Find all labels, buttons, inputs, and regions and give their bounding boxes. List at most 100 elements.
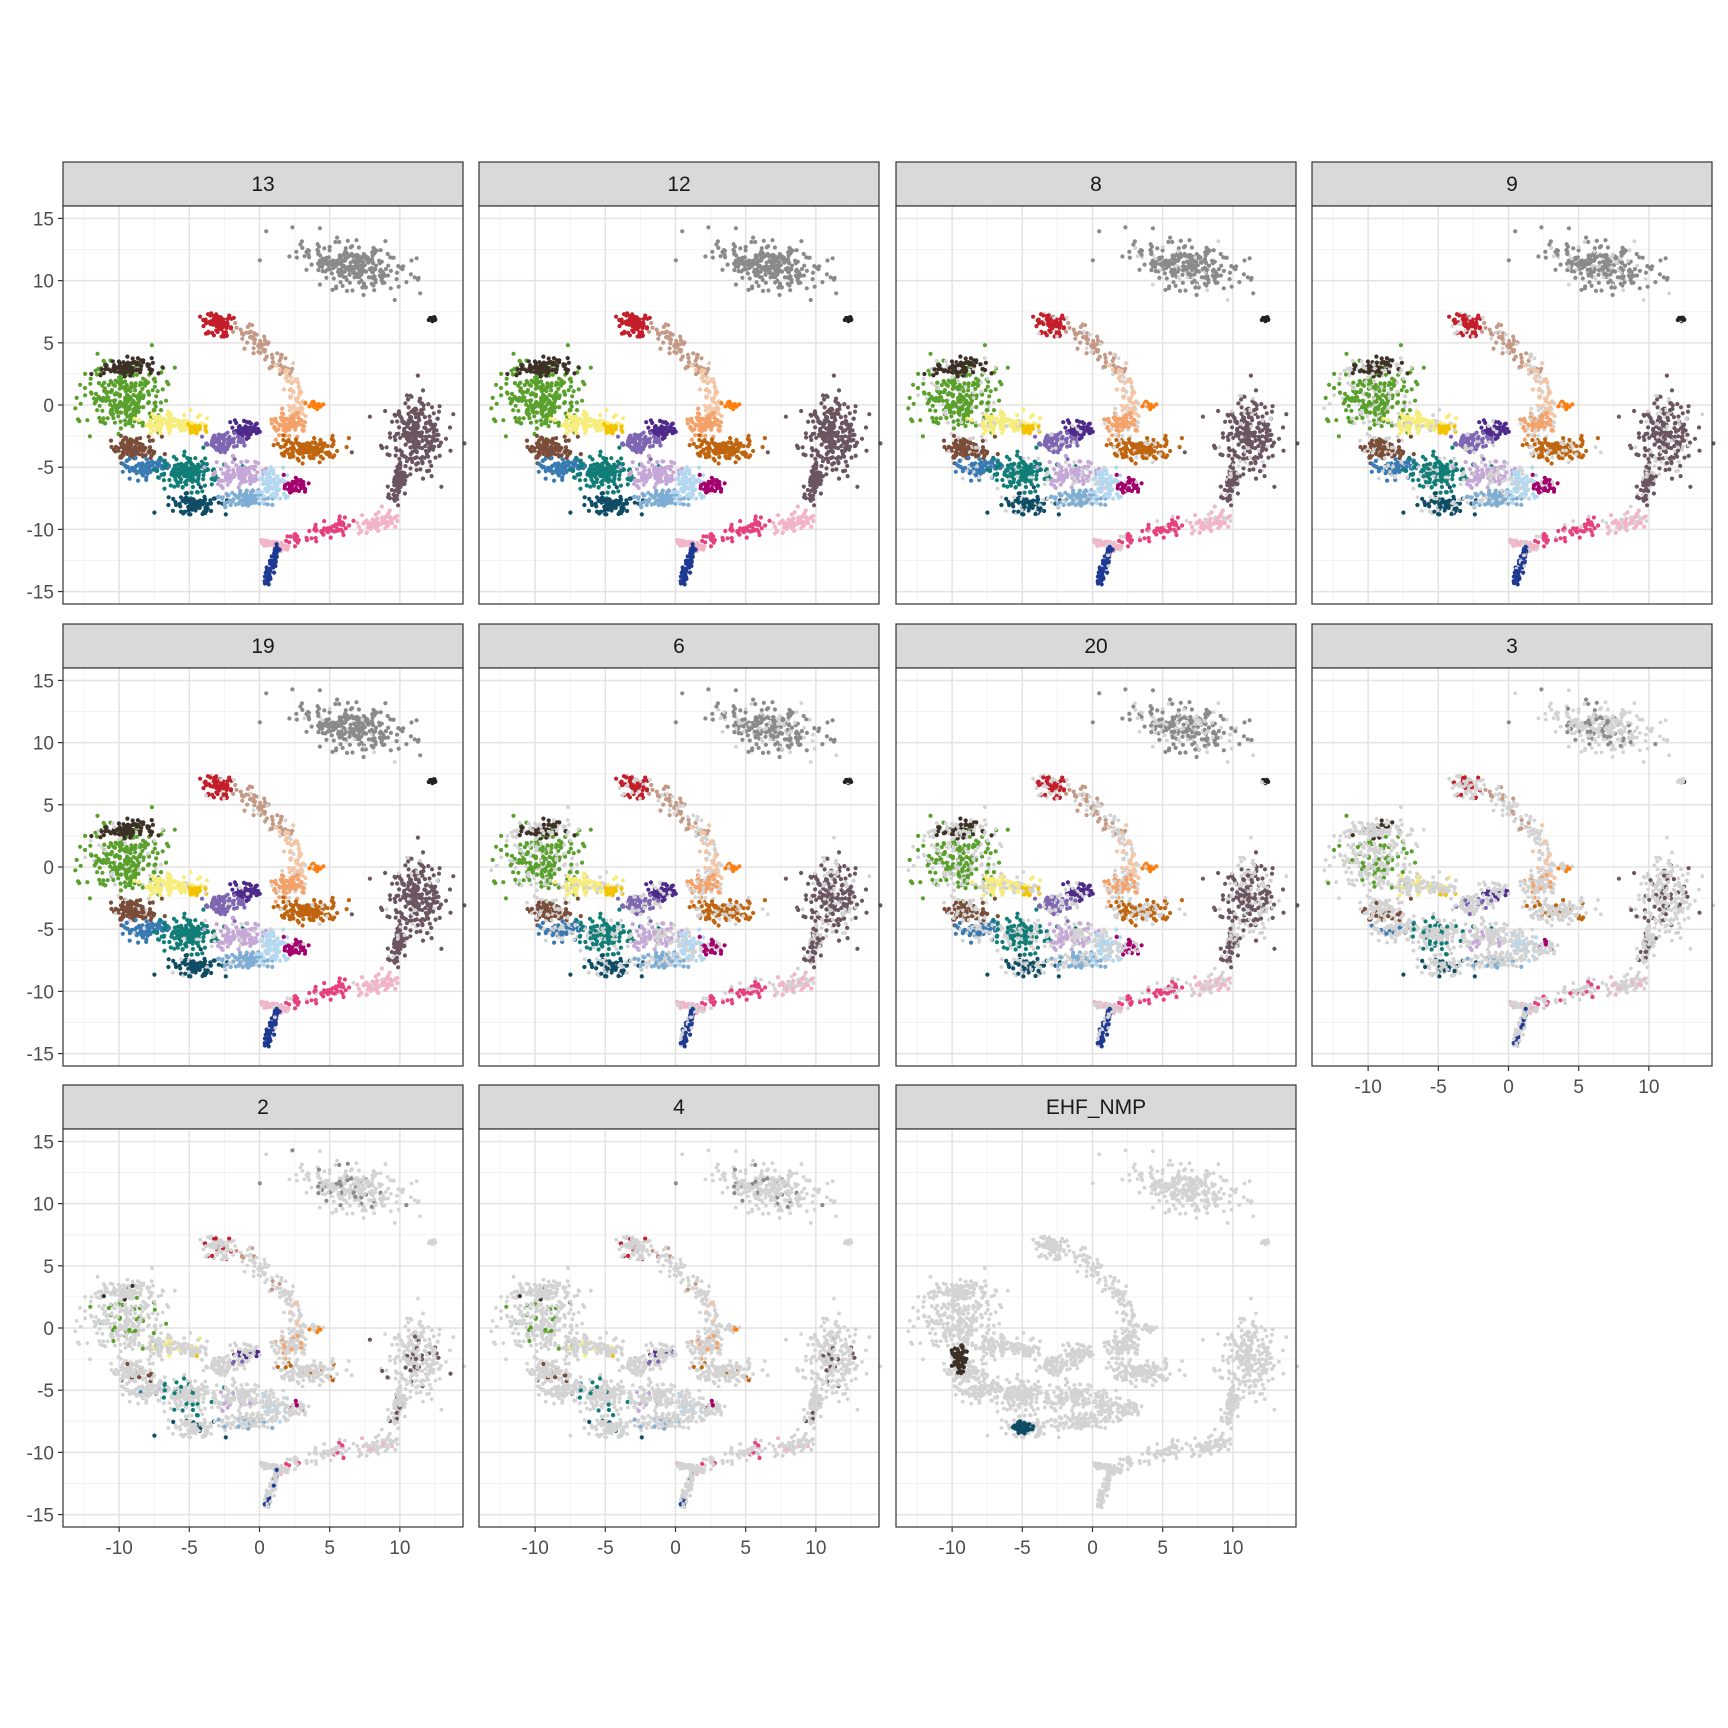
data-point bbox=[419, 401, 424, 406]
data-point bbox=[795, 278, 800, 283]
data-point bbox=[137, 463, 142, 468]
data-point bbox=[808, 297, 813, 303]
data-point bbox=[402, 471, 407, 476]
data-point bbox=[408, 472, 413, 477]
data-point bbox=[847, 411, 852, 416]
data-point bbox=[687, 471, 692, 477]
data-point bbox=[651, 434, 657, 439]
data-point bbox=[617, 445, 622, 450]
data-point bbox=[733, 226, 739, 231]
data-point bbox=[228, 420, 233, 425]
data-point bbox=[423, 443, 428, 449]
data-point bbox=[661, 429, 666, 434]
data-point bbox=[317, 226, 322, 231]
data-point bbox=[780, 256, 785, 261]
data-point bbox=[628, 470, 634, 475]
data-point bbox=[575, 420, 580, 425]
data-point bbox=[355, 520, 360, 526]
data-point bbox=[788, 288, 793, 293]
data-point bbox=[789, 263, 795, 268]
data-point bbox=[388, 255, 393, 260]
data-point bbox=[208, 498, 213, 503]
data-point bbox=[427, 434, 432, 439]
data-point bbox=[614, 469, 619, 474]
data-point bbox=[423, 434, 428, 439]
data-point bbox=[395, 518, 400, 524]
data-point bbox=[138, 395, 143, 400]
data-point bbox=[703, 254, 708, 259]
data-point bbox=[193, 456, 198, 461]
data-point bbox=[340, 529, 345, 534]
data-point bbox=[402, 433, 407, 438]
data-point bbox=[549, 388, 554, 393]
data-point bbox=[416, 424, 421, 429]
data-point bbox=[690, 363, 695, 368]
data-point bbox=[267, 568, 272, 574]
data-point bbox=[214, 460, 219, 465]
data-point bbox=[310, 440, 315, 445]
data-point bbox=[287, 379, 292, 384]
data-point bbox=[234, 443, 239, 448]
data-point bbox=[162, 459, 167, 464]
data-point bbox=[162, 452, 167, 457]
data-point bbox=[149, 343, 154, 348]
data-point bbox=[303, 401, 308, 406]
data-point bbox=[269, 421, 274, 426]
data-point bbox=[280, 406, 285, 411]
data-point bbox=[843, 414, 848, 419]
data-point bbox=[395, 471, 400, 476]
data-point bbox=[175, 471, 180, 476]
data-point bbox=[166, 409, 171, 414]
data-point bbox=[672, 461, 677, 466]
data-point bbox=[612, 475, 617, 480]
data-point bbox=[596, 485, 601, 490]
data-point bbox=[172, 468, 177, 473]
data-point bbox=[149, 356, 154, 361]
data-point bbox=[830, 450, 836, 455]
data-point bbox=[231, 467, 236, 473]
data-point bbox=[646, 425, 651, 430]
data-point bbox=[504, 390, 510, 395]
data-point bbox=[277, 478, 282, 483]
data-point bbox=[806, 419, 811, 424]
data-point bbox=[393, 515, 398, 520]
data-point bbox=[397, 456, 402, 461]
data-point bbox=[174, 479, 180, 484]
data-point bbox=[118, 419, 123, 424]
data-point bbox=[152, 449, 157, 454]
data-point bbox=[125, 392, 130, 397]
data-point bbox=[736, 269, 741, 274]
data-point bbox=[673, 258, 678, 263]
data-point bbox=[266, 475, 271, 480]
data-point bbox=[721, 248, 727, 253]
data-point bbox=[553, 463, 558, 468]
data-point bbox=[125, 451, 130, 456]
data-point bbox=[802, 263, 807, 268]
data-point bbox=[644, 420, 649, 425]
data-point bbox=[295, 410, 300, 415]
data-point bbox=[331, 260, 336, 265]
data-point bbox=[125, 464, 130, 469]
data-point bbox=[83, 371, 88, 376]
data-point bbox=[524, 438, 530, 443]
data-point bbox=[598, 449, 603, 454]
data-point bbox=[436, 409, 442, 414]
data-point bbox=[300, 245, 305, 250]
data-point bbox=[695, 352, 700, 357]
data-point bbox=[574, 400, 580, 405]
data-point bbox=[515, 367, 520, 372]
data-point bbox=[101, 416, 106, 421]
data-point bbox=[426, 317, 431, 323]
data-point bbox=[632, 500, 637, 505]
data-point bbox=[582, 502, 587, 508]
data-point bbox=[123, 379, 128, 384]
data-point bbox=[693, 433, 698, 438]
data-point bbox=[369, 281, 374, 286]
data-point bbox=[359, 513, 365, 518]
data-point bbox=[376, 510, 381, 515]
data-point bbox=[344, 445, 349, 450]
data-point bbox=[544, 389, 549, 394]
data-point bbox=[427, 459, 432, 464]
data-point bbox=[279, 445, 284, 450]
data-point bbox=[251, 346, 256, 351]
